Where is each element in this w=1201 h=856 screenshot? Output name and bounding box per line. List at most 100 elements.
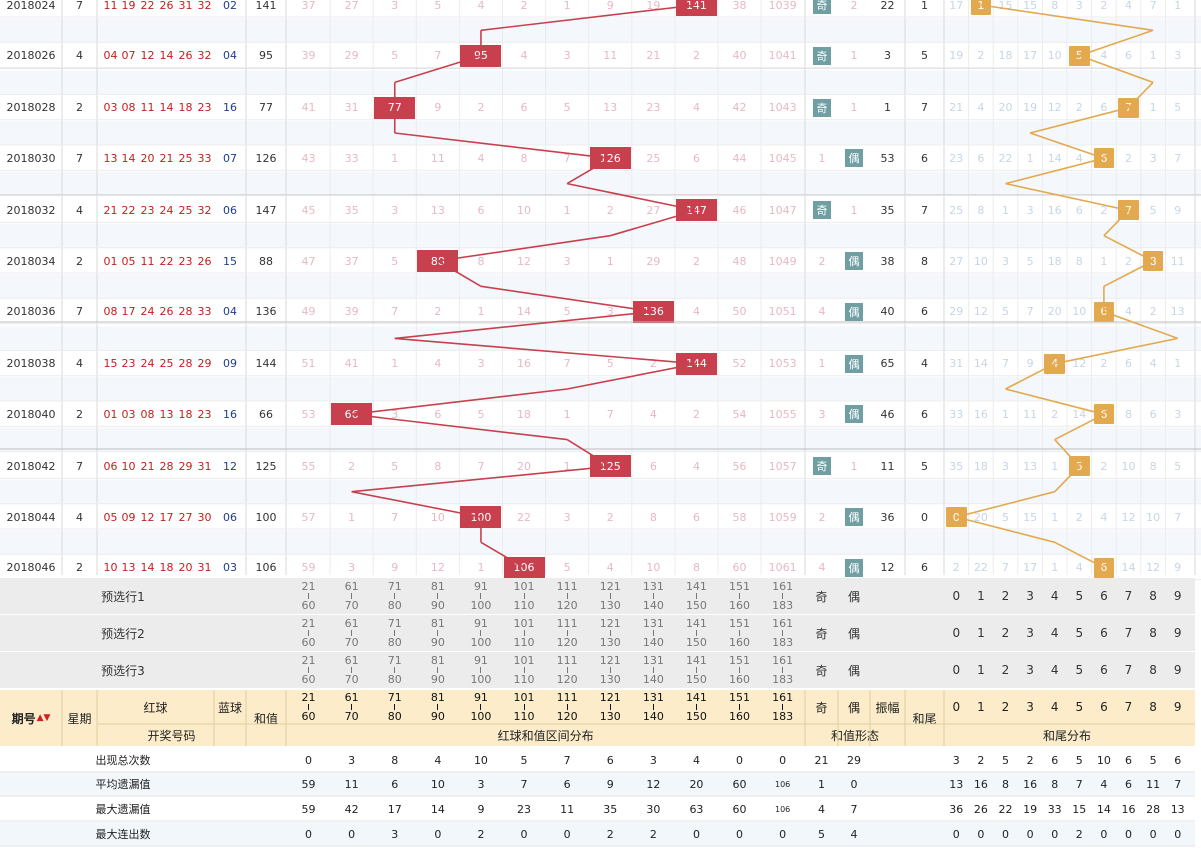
preselect-zone-cell[interactable]: 111 120 bbox=[545, 652, 589, 688]
red-ball-number: 22 bbox=[178, 126, 193, 140]
stats-tail-value: 0 bbox=[977, 827, 985, 841]
preselect-tail-digit[interactable]: 6 bbox=[1091, 652, 1117, 688]
preselect-zone-cell[interactable]: 91 100 bbox=[459, 578, 503, 614]
odd-miss: 1 bbox=[818, 75, 826, 89]
preselect-odd[interactable]: 奇 bbox=[805, 615, 838, 651]
preselect-zone-cell[interactable]: 101 110 bbox=[502, 578, 546, 614]
tail-miss: 10 bbox=[1072, 305, 1087, 319]
preselect-tail-digit[interactable]: 5 bbox=[1067, 615, 1092, 651]
preselect-zone-cell[interactable]: 91 100 bbox=[459, 615, 503, 651]
preselect-tail-digit[interactable]: 7 bbox=[1116, 615, 1141, 651]
preselect-even[interactable]: 偶 bbox=[838, 615, 870, 651]
red-ball-number: 16 bbox=[121, 177, 136, 191]
preselect-zone-cell[interactable]: 151 160 bbox=[718, 652, 762, 688]
preselect-zone-cell[interactable]: 21 60 bbox=[287, 615, 331, 651]
tail-miss: 12 bbox=[1146, 561, 1161, 575]
preselect-tail-digit[interactable]: 8 bbox=[1140, 652, 1166, 688]
preselect-zone-cell[interactable]: 131 140 bbox=[631, 615, 675, 651]
sum-zone-miss: 42 bbox=[732, 101, 747, 115]
preselect-label[interactable]: 预选行2 bbox=[0, 615, 246, 651]
preselect-tail-digit[interactable]: 1 bbox=[968, 578, 994, 614]
preselect-zone-cell[interactable]: 101 110 bbox=[502, 615, 546, 651]
preselect-zone-cell[interactable]: 161 183 bbox=[761, 578, 805, 614]
preselect-tail-digit[interactable]: 9 bbox=[1165, 615, 1190, 651]
preselect-tail-digit[interactable]: 4 bbox=[1042, 652, 1067, 688]
preselect-tail-digit[interactable]: 3 bbox=[1017, 615, 1043, 651]
preselect-tail-digit[interactable]: 5 bbox=[1067, 578, 1092, 614]
preselect-zone-cell[interactable]: 61 70 bbox=[330, 652, 374, 688]
preselect-zone-cell[interactable]: 161 183 bbox=[761, 615, 805, 651]
preselect-zone-cell[interactable]: 21 60 bbox=[287, 652, 331, 688]
preselect-even[interactable]: 偶 bbox=[838, 652, 870, 688]
range-low: 151 bbox=[729, 617, 751, 630]
preselect-zone-cell[interactable]: 141 150 bbox=[674, 652, 718, 688]
preselect-tail-digit[interactable]: 2 bbox=[993, 615, 1018, 651]
odd-miss: 1 bbox=[818, 229, 826, 243]
preselect-tail-digit[interactable]: 0 bbox=[944, 578, 969, 614]
tail-miss: 3 bbox=[977, 75, 985, 89]
preselect-zone-cell[interactable]: 81 90 bbox=[416, 652, 460, 688]
preselect-tail-digit[interactable]: 1 bbox=[968, 615, 994, 651]
weekday-cell: 2 bbox=[76, 331, 83, 345]
preselect-tail-digit[interactable]: 6 bbox=[1091, 578, 1117, 614]
preselect-label[interactable]: 预选行1 bbox=[0, 578, 246, 614]
preselect-zone-cell[interactable]: 71 80 bbox=[373, 652, 417, 688]
preselect-zone-cell[interactable]: 161 183 bbox=[761, 652, 805, 688]
preselect-tail-digit[interactable]: 5 bbox=[1067, 652, 1092, 688]
preselect-zone-cell[interactable]: 131 140 bbox=[631, 652, 675, 688]
preselect-tail-digit[interactable]: 0 bbox=[944, 615, 969, 651]
sum-zone-miss: 2 bbox=[477, 331, 485, 345]
preselect-zone-cell[interactable]: 121 130 bbox=[588, 578, 632, 614]
preselect-label[interactable]: 预选行3 bbox=[0, 652, 246, 688]
preselect-zone-cell[interactable]: 81 90 bbox=[416, 615, 460, 651]
preselect-tail-digit[interactable]: 8 bbox=[1140, 578, 1166, 614]
preselect-zone-cell[interactable]: 141 150 bbox=[674, 578, 718, 614]
range-divider bbox=[480, 667, 482, 673]
preselect-zone-cell[interactable]: 111 120 bbox=[545, 615, 589, 651]
preselect-zone-cell[interactable]: 71 80 bbox=[373, 615, 417, 651]
period-cell: 2018026 bbox=[6, 49, 56, 63]
range-low: 141 bbox=[685, 654, 707, 667]
preselect-tail-digit[interactable]: 9 bbox=[1165, 578, 1190, 614]
preselect-tail-digit[interactable]: 6 bbox=[1091, 615, 1117, 651]
red-ball-number: 27 bbox=[178, 331, 193, 345]
preselect-zone-cell[interactable]: 21 60 bbox=[287, 578, 331, 614]
preselect-odd[interactable]: 奇 bbox=[805, 578, 838, 614]
preselect-zone-cell[interactable]: 151 160 bbox=[718, 578, 762, 614]
preselect-tail-digit[interactable]: 0 bbox=[944, 652, 969, 688]
preselect-zone-cell[interactable]: 61 70 bbox=[330, 615, 374, 651]
tail-miss: 12 bbox=[1023, 433, 1038, 447]
sum-value: 88 bbox=[259, 254, 273, 268]
preselect-tail-digit[interactable]: 2 bbox=[993, 652, 1018, 688]
preselect-zone-cell[interactable]: 71 80 bbox=[373, 578, 417, 614]
preselect-tail-digit[interactable]: 3 bbox=[1017, 652, 1043, 688]
red-ball-number: 24 bbox=[140, 357, 155, 371]
preselect-tail-digit[interactable]: 8 bbox=[1140, 615, 1166, 651]
preselect-even[interactable]: 偶 bbox=[838, 578, 870, 614]
preselect-zone-cell[interactable]: 91 100 bbox=[459, 652, 503, 688]
sum-zone-miss: 25 bbox=[646, 151, 661, 165]
preselect-zone-cell[interactable]: 131 140 bbox=[631, 578, 675, 614]
preselect-tail-digit[interactable]: 2 bbox=[993, 578, 1018, 614]
preselect-tail-digit[interactable]: 7 bbox=[1116, 578, 1141, 614]
period-header-sortable[interactable]: 期号 ▲▼ bbox=[0, 690, 62, 746]
preselect-odd[interactable]: 奇 bbox=[805, 652, 838, 688]
preselect-tail-digit[interactable]: 1 bbox=[968, 652, 994, 688]
preselect-zone-cell[interactable]: 121 130 bbox=[588, 652, 632, 688]
preselect-zone-cell[interactable]: 81 90 bbox=[416, 578, 460, 614]
preselect-zone-cell[interactable]: 61 70 bbox=[330, 578, 374, 614]
sort-arrows-icon[interactable]: ▲▼ bbox=[36, 713, 51, 723]
preselect-zone-cell[interactable]: 141 150 bbox=[674, 615, 718, 651]
stats-even-value: 0 bbox=[850, 777, 858, 791]
preselect-tail-digit[interactable]: 4 bbox=[1042, 615, 1067, 651]
preselect-tail-digit[interactable]: 3 bbox=[1017, 578, 1043, 614]
preselect-tail-digit[interactable]: 4 bbox=[1042, 578, 1067, 614]
preselect-tail-digit[interactable]: 9 bbox=[1165, 652, 1190, 688]
preselect-zone-cell[interactable]: 151 160 bbox=[718, 615, 762, 651]
range-divider bbox=[609, 667, 611, 673]
preselect-zone-cell[interactable]: 121 130 bbox=[588, 615, 632, 651]
preselect-zone-cell[interactable]: 111 120 bbox=[545, 578, 589, 614]
preselect-zone-cell[interactable]: 101 110 bbox=[502, 652, 546, 688]
preselect-tail-digit[interactable]: 7 bbox=[1116, 652, 1141, 688]
stats-zone-value: 59 bbox=[301, 802, 316, 816]
